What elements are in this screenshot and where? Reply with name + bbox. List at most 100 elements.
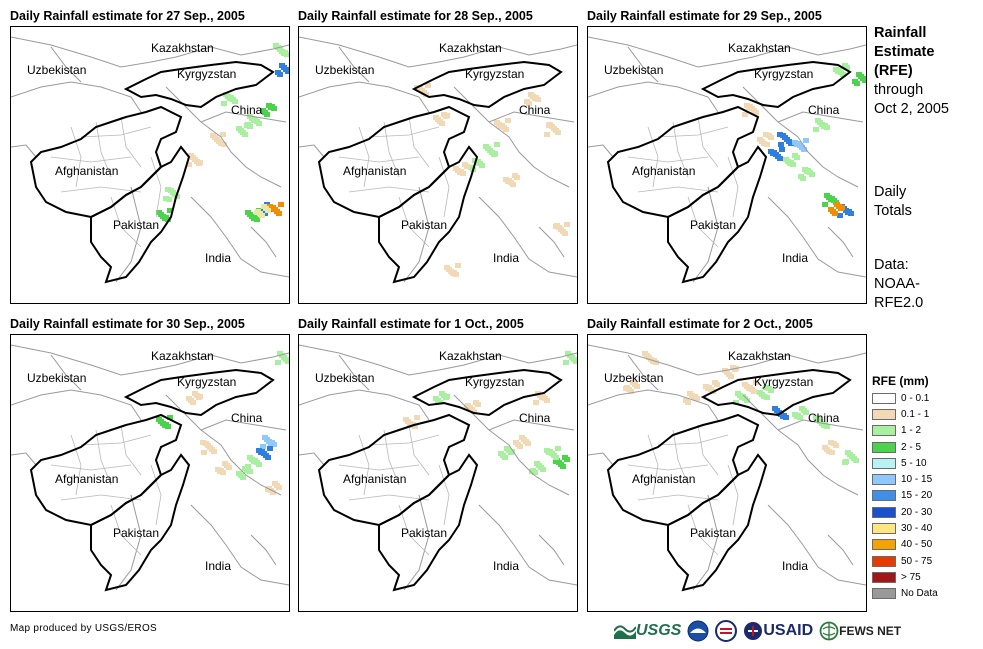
province-border — [627, 156, 709, 163]
country-label-kazakhstan: Kazakhstan — [728, 41, 791, 55]
country-label-china: China — [519, 411, 551, 425]
legend-swatch — [872, 539, 896, 551]
legend-item: 15 - 20 — [872, 488, 972, 504]
rainfall-cell — [792, 153, 798, 158]
province-border — [637, 494, 719, 501]
province-border — [358, 126, 370, 188]
country-border — [692, 186, 719, 283]
country-label-india: India — [782, 559, 809, 573]
province-border — [150, 156, 162, 218]
country-label-india: India — [493, 559, 520, 573]
country-label-afghanistan: Afghanistan — [343, 164, 407, 178]
rainfall-cell — [828, 207, 834, 212]
rainfall-cell — [740, 394, 746, 399]
country-label-kyrgyzstan: Kyrgyzstan — [754, 375, 814, 389]
rainfall-cell — [747, 385, 753, 390]
province-border — [657, 434, 729, 446]
country-border — [767, 196, 866, 278]
rainfall-cell — [766, 133, 772, 138]
legend-item: 30 - 40 — [872, 520, 972, 536]
rainfall-cell — [473, 400, 479, 405]
rainfall-cell — [252, 117, 258, 122]
rainfall-cell — [277, 351, 283, 356]
side-period-line-1: through — [874, 82, 924, 98]
country-label-pakistan: Pakistan — [690, 526, 737, 540]
rainfall-cell — [528, 92, 534, 97]
rainfall-cell — [221, 142, 227, 147]
legend-item: 5 - 10 — [872, 455, 972, 471]
country-border — [403, 494, 430, 591]
rainfall-cell — [803, 138, 809, 143]
rainfall-cell — [458, 169, 464, 174]
country-border — [692, 494, 719, 591]
rainfall-cell — [262, 435, 268, 440]
province-border — [647, 434, 659, 496]
country-label-kazakhstan: Kazakhstan — [151, 41, 214, 55]
rainfall-cell — [475, 159, 481, 164]
map-canvas — [299, 36, 577, 284]
province-border — [50, 464, 132, 471]
rainfall-cell — [483, 144, 489, 149]
province-border — [383, 121, 400, 178]
country-border — [767, 504, 866, 586]
country-label-kyrgyzstan: Kyrgyzstan — [465, 375, 525, 389]
legend-swatch — [872, 523, 896, 535]
rainfall-cell — [837, 213, 843, 218]
map-panel: Daily Rainfall estimate for 1 Oct., 2005… — [298, 316, 578, 612]
rainfall-cell — [210, 133, 216, 138]
rainfall-cell — [839, 205, 845, 210]
rainfall-cell — [403, 417, 409, 422]
rainfall-cell — [498, 451, 504, 456]
rainfall-cell — [282, 50, 288, 55]
legend-label: 0 - 0.1 — [901, 392, 930, 404]
country-border — [11, 344, 289, 376]
rainfall-cell — [269, 104, 275, 109]
country-label-india: India — [205, 559, 232, 573]
rainfall-cell — [781, 413, 787, 418]
rainfall-cell — [425, 83, 431, 88]
rainfall-cell — [261, 204, 267, 209]
country-label-afghanistan: Afghanistan — [55, 164, 119, 178]
rainfall-cell — [167, 208, 173, 213]
rainfall-cell — [555, 446, 561, 451]
rainfall-cell — [259, 449, 265, 454]
rainfall-cell — [771, 150, 777, 155]
rainfall-cell — [506, 178, 512, 183]
country-label-china: China — [231, 103, 263, 117]
rainfall-cell — [272, 481, 278, 486]
country-label-pakistan: Pakistan — [401, 526, 448, 540]
country-border — [338, 354, 370, 391]
noaa-logo — [687, 620, 709, 642]
rainfall-cell — [524, 99, 530, 104]
focus-country-outline — [317, 105, 471, 219]
usgs-wave-icon — [614, 625, 636, 639]
rainfall-cell — [624, 385, 630, 390]
country-label-pakistan: Pakistan — [690, 218, 737, 232]
legend-item: 20 - 30 — [872, 504, 972, 520]
rainfall-cell — [201, 450, 207, 455]
usaid-logo: USAID — [743, 621, 813, 641]
country-border — [338, 46, 370, 83]
rainfall-cell — [505, 118, 511, 123]
side-title: Rainfall Estimate (RFE) through Oct 2, 2… — [874, 24, 949, 119]
rainfall-cell — [831, 441, 837, 446]
country-border — [588, 389, 719, 421]
rainfall-cell — [795, 413, 801, 418]
rainfall-cell — [795, 141, 801, 146]
rainfall-cell — [166, 197, 172, 202]
province-border — [697, 424, 719, 476]
rainfall-cell — [565, 351, 571, 356]
rainfall-cell — [824, 193, 830, 198]
country-label-china: China — [808, 411, 840, 425]
rainfall-cell — [417, 86, 423, 91]
province-border — [408, 424, 430, 476]
usgs-wordmark: USGS — [636, 622, 682, 639]
legend-swatch — [872, 490, 896, 502]
country-label-afghanistan: Afghanistan — [632, 472, 696, 486]
rainfall-cell — [465, 403, 471, 408]
nasa-logo — [715, 620, 738, 642]
focus-country-outline — [700, 60, 852, 109]
rainfall-cell — [563, 360, 569, 365]
country-label-kyrgyzstan: Kyrgyzstan — [177, 375, 237, 389]
usaid-wordmark: USAID — [763, 622, 814, 639]
